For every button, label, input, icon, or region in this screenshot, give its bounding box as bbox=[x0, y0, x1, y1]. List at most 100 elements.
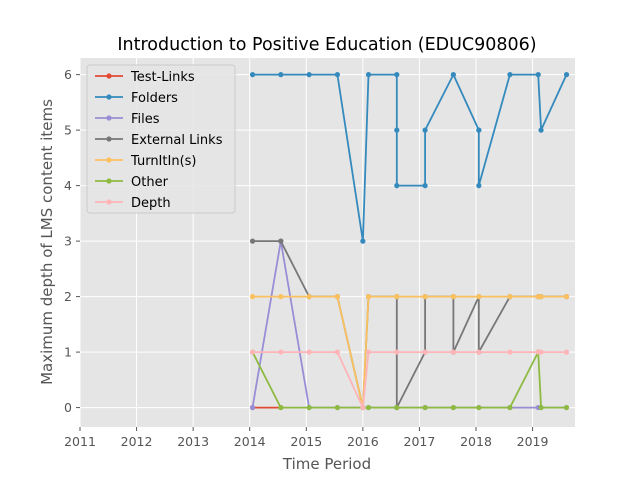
data-point bbox=[365, 349, 372, 355]
data-point bbox=[563, 72, 570, 78]
data-point bbox=[334, 349, 340, 355]
legend-item: Depth bbox=[95, 196, 171, 211]
y-tick-label: 5 bbox=[64, 123, 72, 138]
y-axis-label: Maximum depth of LMS content items bbox=[38, 99, 56, 385]
data-point bbox=[249, 294, 256, 300]
y-tick-label: 4 bbox=[64, 178, 72, 193]
legend-marker bbox=[106, 73, 112, 79]
data-point bbox=[422, 183, 428, 189]
legend-label: Folders bbox=[131, 91, 178, 106]
data-point bbox=[278, 294, 284, 300]
legend-box bbox=[86, 64, 236, 214]
data-point bbox=[360, 238, 366, 244]
y-tick-label: 2 bbox=[64, 289, 72, 304]
data-point bbox=[394, 294, 400, 300]
legend-item: Other bbox=[95, 175, 169, 190]
legend-item: External Links bbox=[95, 133, 223, 148]
series-turnitin-s bbox=[249, 294, 570, 411]
legend-label: Files bbox=[131, 112, 160, 127]
data-point bbox=[394, 127, 400, 133]
legend-marker bbox=[106, 115, 112, 121]
data-point bbox=[538, 349, 544, 355]
data-point bbox=[249, 404, 256, 411]
data-point bbox=[563, 349, 570, 355]
data-point bbox=[563, 294, 570, 300]
series-line bbox=[252, 295, 567, 409]
legend-label: External Links bbox=[131, 133, 223, 148]
data-point bbox=[450, 294, 456, 300]
data-point bbox=[278, 238, 284, 244]
series-folders bbox=[249, 72, 570, 244]
data-point bbox=[365, 72, 372, 78]
data-point bbox=[365, 294, 372, 300]
data-point bbox=[334, 72, 340, 78]
data-point bbox=[538, 404, 544, 411]
legend-item: Test-Links bbox=[95, 70, 195, 85]
x-tick-label: 2019 bbox=[517, 434, 549, 449]
x-tick-label: 2017 bbox=[404, 434, 436, 449]
x-axis-ticks: 2011 2012 2013 2014 2015 2016 2017 2018 2019 bbox=[64, 427, 549, 449]
legend-label: Test-Links bbox=[130, 70, 195, 85]
series-other bbox=[249, 349, 570, 411]
data-point bbox=[278, 404, 284, 411]
data-point bbox=[334, 294, 340, 300]
data-point bbox=[476, 404, 482, 411]
data-point bbox=[249, 349, 256, 355]
series-depth bbox=[249, 349, 570, 411]
legend-label: Depth bbox=[131, 196, 171, 211]
data-point bbox=[365, 404, 372, 411]
legend-item: TurnItIn(s) bbox=[95, 154, 196, 169]
data-point bbox=[306, 72, 312, 78]
series-layer bbox=[249, 72, 570, 411]
data-point bbox=[278, 349, 284, 355]
y-axis-ticks: 0 1 2 3 4 5 6 bbox=[64, 67, 80, 415]
data-point bbox=[306, 349, 312, 355]
legend-marker bbox=[106, 199, 112, 205]
legend-marker bbox=[106, 178, 112, 184]
legend-marker bbox=[106, 136, 112, 142]
data-point bbox=[476, 183, 482, 189]
legend-marker bbox=[106, 94, 112, 100]
data-point bbox=[507, 404, 513, 411]
data-point bbox=[422, 404, 428, 411]
data-point bbox=[476, 349, 482, 355]
data-point bbox=[306, 404, 312, 411]
data-point bbox=[394, 349, 400, 355]
data-point bbox=[535, 72, 541, 78]
x-tick-label: 2012 bbox=[121, 434, 153, 449]
data-point bbox=[450, 349, 456, 355]
data-point bbox=[278, 72, 284, 78]
x-tick-label: 2016 bbox=[347, 434, 379, 449]
data-point bbox=[476, 294, 482, 300]
legend-label: Other bbox=[131, 175, 169, 190]
y-tick-label: 6 bbox=[64, 67, 72, 82]
data-point bbox=[538, 294, 544, 300]
data-point bbox=[422, 294, 428, 300]
data-point bbox=[422, 349, 428, 355]
data-point bbox=[394, 404, 400, 411]
x-tick-label: 2011 bbox=[64, 434, 96, 449]
legend-label: TurnItIn(s) bbox=[130, 154, 196, 169]
data-point bbox=[507, 294, 513, 300]
data-point bbox=[507, 349, 513, 355]
x-axis-label: Time Period bbox=[282, 455, 371, 473]
data-point bbox=[507, 72, 513, 78]
chart-title: Introduction to Positive Education (EDUC… bbox=[117, 35, 536, 55]
data-point bbox=[360, 404, 366, 411]
data-point bbox=[563, 404, 570, 411]
data-point bbox=[450, 72, 456, 78]
x-tick-label: 2015 bbox=[290, 434, 322, 449]
series-line bbox=[251, 351, 567, 409]
y-tick-label: 0 bbox=[64, 400, 72, 415]
series-line bbox=[252, 351, 567, 409]
data-point bbox=[450, 404, 456, 411]
y-tick-label: 3 bbox=[64, 234, 72, 249]
data-point bbox=[538, 127, 544, 133]
data-point bbox=[394, 72, 400, 78]
data-point bbox=[306, 294, 312, 300]
series-line bbox=[252, 73, 568, 243]
legend: Test-Links Folders Files External Links Turn… bbox=[86, 64, 236, 214]
legend-item: Files bbox=[95, 112, 160, 127]
legend-marker bbox=[106, 157, 112, 163]
